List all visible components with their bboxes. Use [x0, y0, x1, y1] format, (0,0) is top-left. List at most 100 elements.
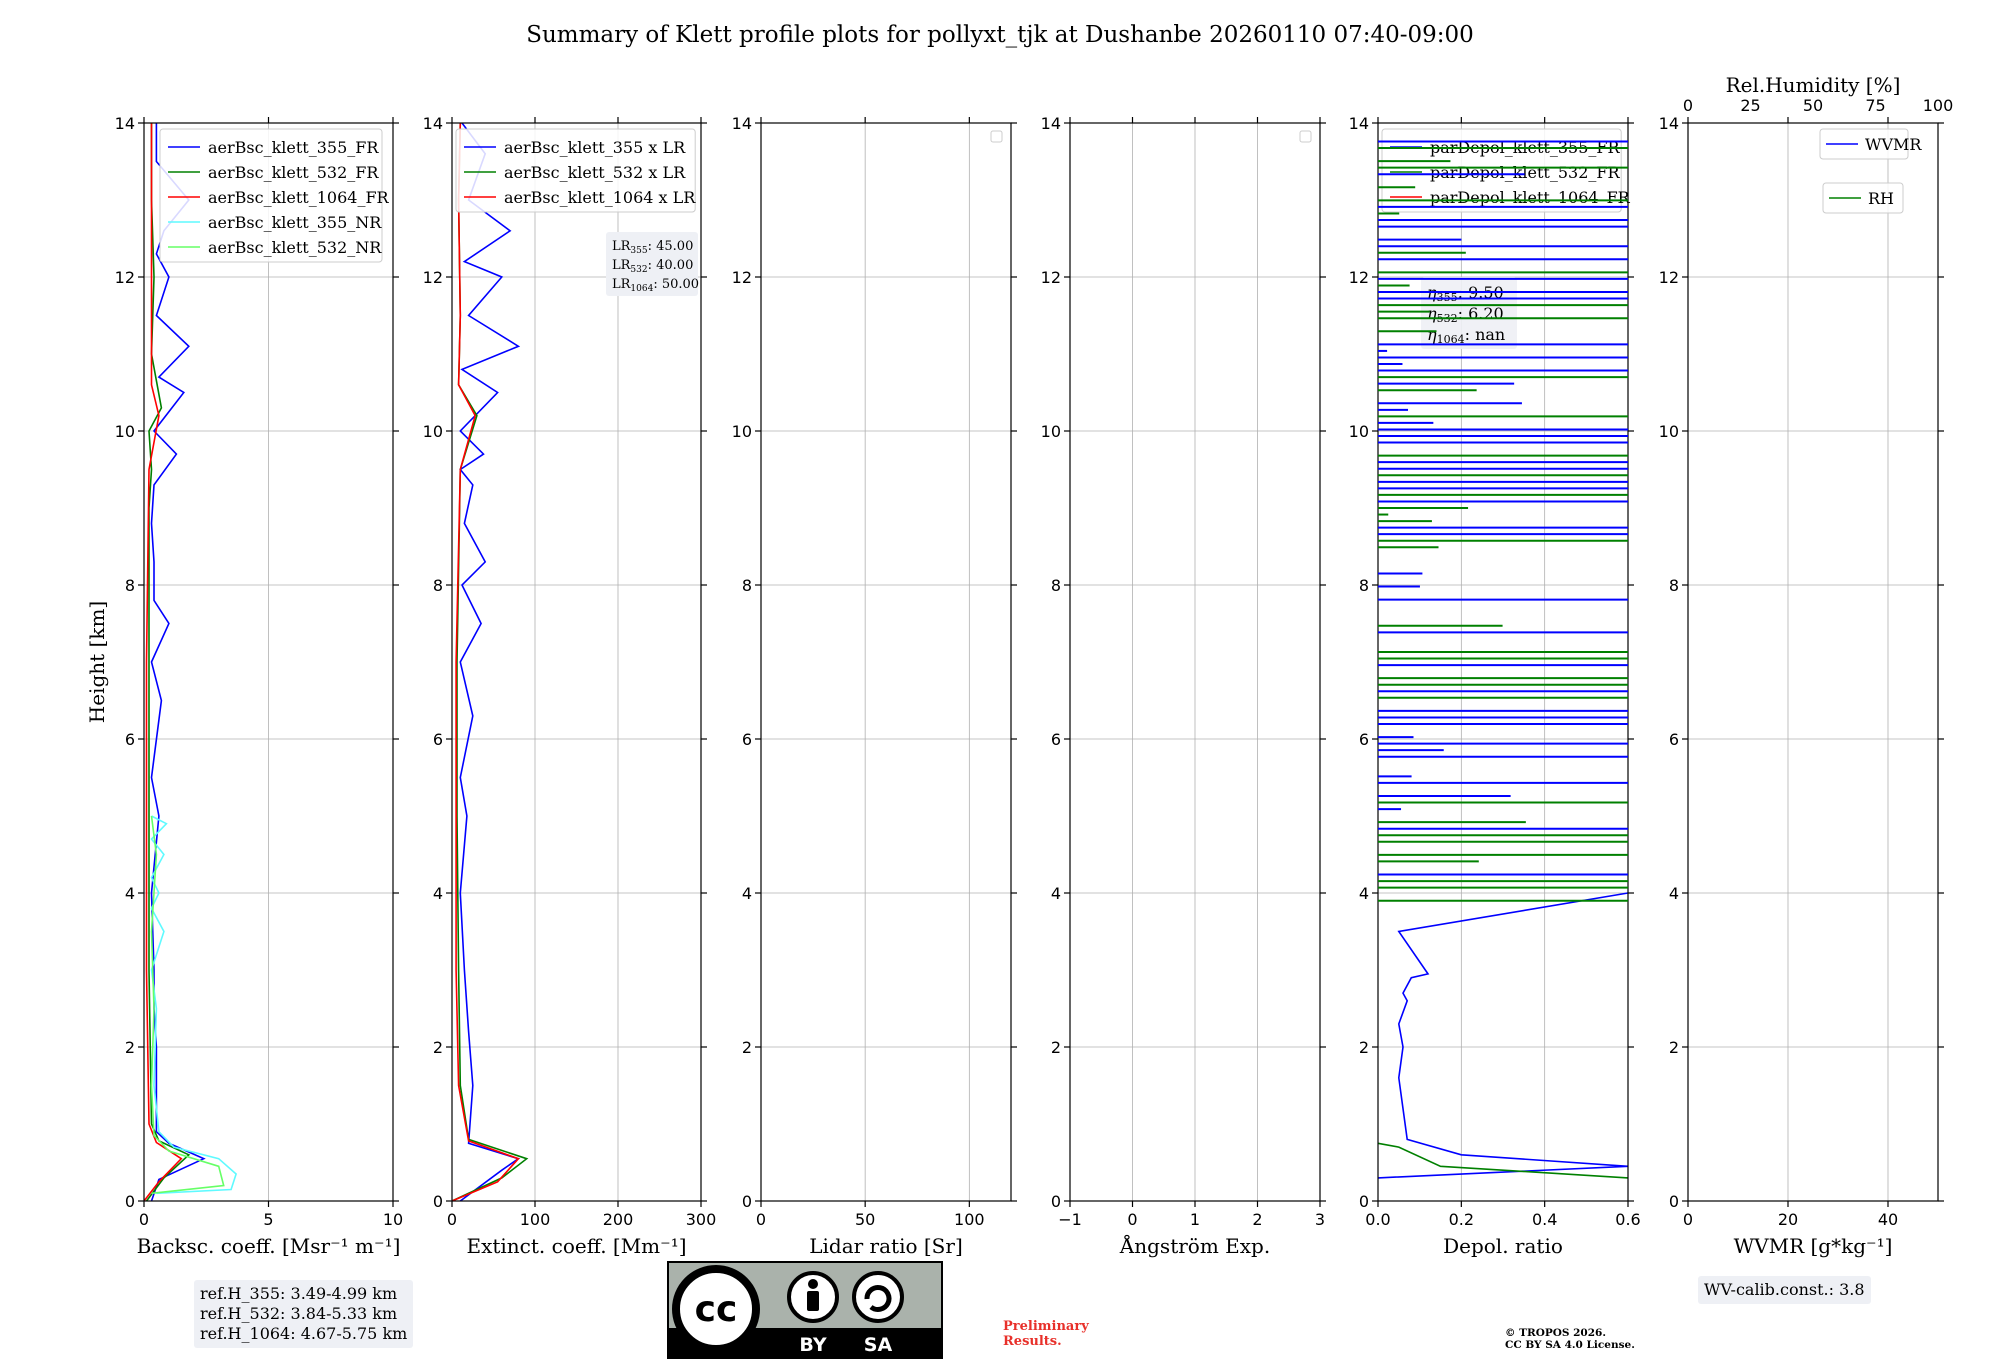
- wv-calibration-box: WV-calib.const.: 3.8: [1698, 1276, 1871, 1304]
- y-tick-label: 8: [1051, 576, 1061, 595]
- preliminary-results-note: Preliminary Results.: [1003, 1319, 1089, 1349]
- y-tick-label: 14: [1041, 114, 1061, 133]
- x-tick-label: 100: [954, 1210, 985, 1229]
- y-tick-label: 14: [115, 114, 135, 133]
- x-tick-label: 0: [1683, 1210, 1693, 1229]
- series-aerBsc_klett_355_NR: [150, 815, 238, 1195]
- x-tick-label: 2: [1252, 1210, 1262, 1229]
- y-tick-label: 14: [1349, 114, 1369, 133]
- x-tick-label: 50: [855, 1210, 875, 1229]
- copyright-note: © TROPOS 2026. CC BY SA 4.0 License.: [1505, 1327, 1635, 1351]
- legend-box: [159, 128, 383, 263]
- y-tick-label: 6: [125, 730, 135, 749]
- x-tick-label: 300: [686, 1210, 717, 1229]
- y-tick-label: 4: [742, 884, 752, 903]
- legend-label: aerBsc_klett_532_FR: [208, 163, 379, 182]
- sa-arrow: [864, 1285, 892, 1312]
- series-aerBsc_klett_532_NR: [150, 815, 225, 1195]
- y-tick-label: 10: [115, 422, 135, 441]
- figure-title: Summary of Klett profile plots for polly…: [526, 22, 1474, 48]
- x-tick-label: 20: [1778, 1210, 1798, 1229]
- by-label: BY: [799, 1334, 826, 1356]
- y-tick-label: 0: [742, 1192, 752, 1211]
- lr-value: LR355: 45.00: [612, 239, 693, 256]
- y-tick-label: 8: [1359, 576, 1369, 595]
- ref-height-532: ref.H_532: 3.84-5.33 km: [200, 1304, 398, 1323]
- cc-badge-text: cc: [695, 1289, 738, 1330]
- series-parDepol_klett_532_FR: [1377, 1142, 1629, 1179]
- x-tick-label: 0.0: [1365, 1210, 1390, 1229]
- x-tick-label: 40: [1878, 1210, 1898, 1229]
- y-tick-label: 8: [1669, 576, 1679, 595]
- panel-3: 0 2 4 6 8 10 12 14 0 50 100 Lidar ratio [Sr]: [732, 114, 1017, 1258]
- lr-info-box: [606, 232, 698, 296]
- top-tick-label: 0: [1683, 96, 1693, 115]
- sa-label: SA: [864, 1334, 893, 1356]
- y-tick-label: 2: [125, 1038, 135, 1057]
- y-tick-label: 14: [732, 114, 752, 133]
- y-tick-label: 12: [423, 268, 443, 287]
- series-aerBsc_klett_1064 x LR: [451, 122, 520, 1202]
- x-tick-label: 200: [603, 1210, 634, 1229]
- legend-label: aerBsc_klett_355_NR: [208, 213, 382, 232]
- series-parDepol_klett_355_FR: [1377, 892, 1629, 1179]
- legend-label: WVMR: [1865, 135, 1922, 154]
- y-tick-label: 6: [1669, 730, 1679, 749]
- y-tick-label: 0: [433, 1192, 443, 1211]
- series-aerBsc_klett_1064_FR: [143, 123, 183, 1202]
- x-tick-label: 0: [139, 1210, 149, 1229]
- y-tick-label: 12: [1659, 268, 1679, 287]
- reference-heights-box: ref.H_355: 3.49-4.99 km ref.H_532: 3.84-…: [194, 1280, 414, 1348]
- y-tick-label: 6: [742, 730, 752, 749]
- y-tick-label: 2: [1669, 1038, 1679, 1057]
- x-tick-label: 0: [1127, 1210, 1137, 1229]
- y-tick-label: 8: [742, 576, 752, 595]
- y-tick-label: 2: [742, 1038, 752, 1057]
- panel-5: 0 2 4 6 8 10 12 14 0.0 0.2 0.4 0.6 Depol. ratio parDe…: [1349, 114, 1641, 1258]
- legend-label: aerBsc_klett_1064 x LR: [504, 188, 696, 207]
- x-axis-label: Backsc. coeff. [Msr⁻¹ m⁻¹]: [137, 1234, 401, 1258]
- ref-height-1064: ref.H_1064: 4.67-5.75 km: [200, 1324, 408, 1343]
- y-tick-label: 10: [423, 422, 443, 441]
- cc-badge-icon: [672, 1265, 760, 1353]
- legend-label: parDepol_klett_1064_FR: [1430, 188, 1631, 207]
- legend-label: aerBsc_klett_355_FR: [208, 138, 379, 157]
- by-person-head: [808, 1279, 818, 1289]
- x-tick-label: 100: [520, 1210, 551, 1229]
- x-tick-label: 5: [263, 1210, 273, 1229]
- legend-box: [455, 128, 696, 213]
- x-tick-label: −1: [1058, 1210, 1082, 1229]
- y-tick-label: 12: [1041, 268, 1061, 287]
- top-axis-label: Rel.Humidity [%]: [1726, 73, 1901, 97]
- eta-info-box: [1421, 277, 1517, 349]
- cc-license-logo: cc BY SA: [667, 1261, 943, 1359]
- legend-label: parDepol_klett_532_FR: [1430, 163, 1621, 182]
- y-tick-label: 8: [125, 576, 135, 595]
- legend-label: RH: [1868, 189, 1894, 208]
- y-axis-label: Height [km]: [85, 601, 109, 723]
- legend-box: [1819, 128, 1909, 160]
- y-tick-label: 4: [125, 884, 135, 903]
- legend-box: [1381, 128, 1622, 213]
- y-tick-label: 10: [732, 422, 752, 441]
- depol-noise-lines: [1378, 140, 1628, 902]
- legend-label: aerBsc_klett_1064_FR: [208, 188, 390, 207]
- series-aerBsc_klett_532 x LR: [451, 122, 529, 1202]
- y-tick-label: 4: [1051, 884, 1061, 903]
- x-tick-label: 10: [383, 1210, 403, 1229]
- y-tick-label: 10: [1041, 422, 1061, 441]
- eta-value: η1064: nan: [1427, 325, 1505, 346]
- legend-label: aerBsc_klett_355 x LR: [504, 138, 686, 157]
- axes-frame: [451, 122, 702, 1202]
- legend-label: aerBsc_klett_532_NR: [208, 238, 382, 257]
- y-tick-label: 8: [433, 576, 443, 595]
- panel-1: 0 2 4 6 8 10 12 14 0 5 10 Backsc. coeff. [Msr⁻¹ m⁻¹…: [115, 114, 404, 1258]
- x-tick-label: 0: [447, 1210, 457, 1229]
- y-tick-label: 6: [1051, 730, 1061, 749]
- y-tick-label: 12: [1349, 268, 1369, 287]
- series-aerBsc_klett_355 x LR: [459, 122, 521, 1202]
- x-axis-label: Extinct. coeff. [Mm⁻¹]: [466, 1234, 686, 1258]
- y-tick-label: 12: [115, 268, 135, 287]
- axes-frame: [760, 122, 1012, 1202]
